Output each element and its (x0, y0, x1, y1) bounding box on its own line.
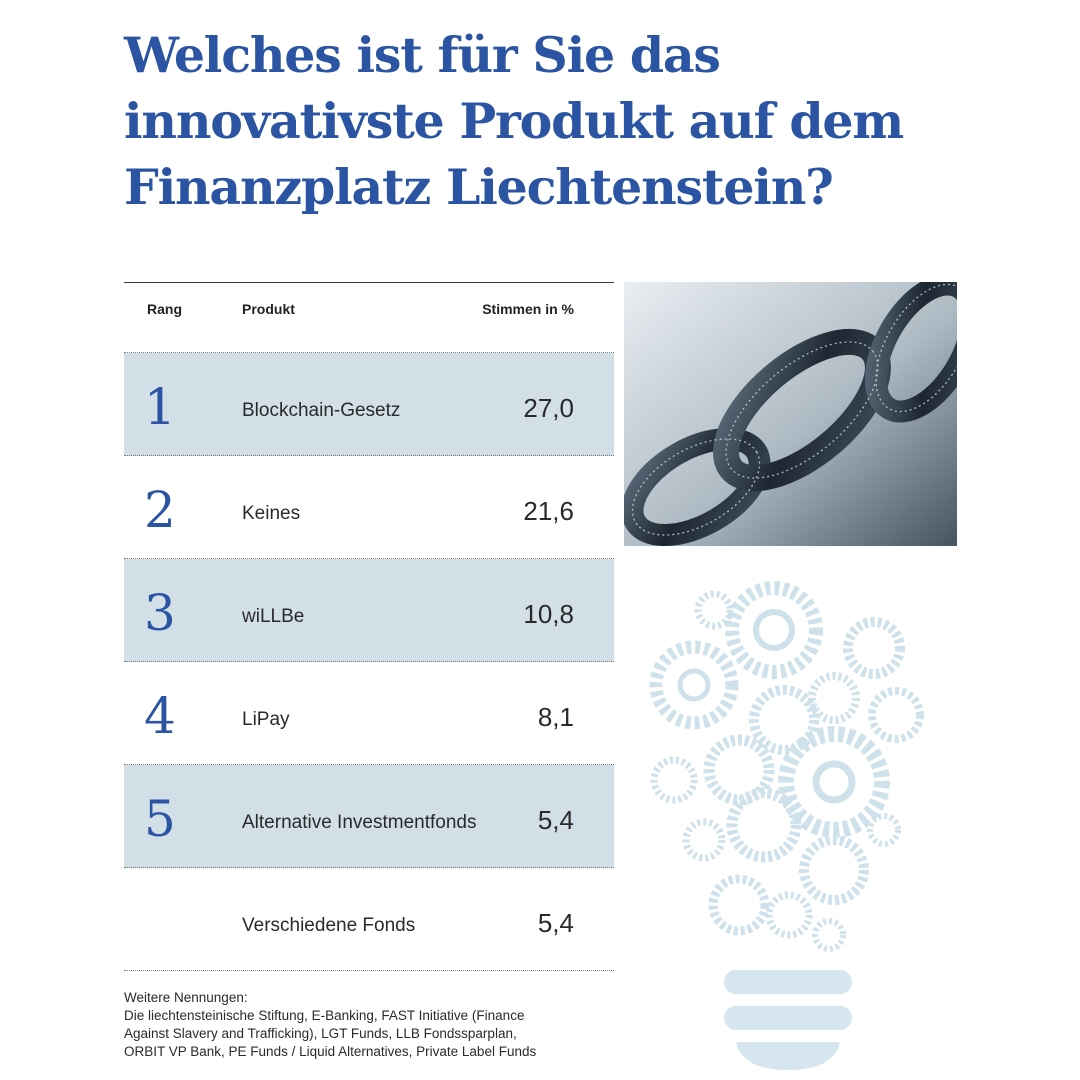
table-top-rule (124, 282, 614, 283)
rank-number: 1 (144, 378, 176, 436)
ranking-table: Rang Produkt Stimmen in % 1 Blockchain-G… (124, 282, 614, 971)
header-votes: Stimmen in % (482, 301, 574, 317)
title-line-3: Finanzplatz Liechtenstein? (124, 158, 834, 216)
vote-percent: 21,6 (523, 496, 574, 526)
footnote: Weitere Nennungen: Die liechtensteinisch… (124, 989, 614, 1061)
table-row: 1 Blockchain-Gesetz 27,0 (124, 353, 614, 456)
table-row: 2 Keines 21,6 (124, 456, 614, 559)
footnote-line: Against Slavery and Trafficking), LGT Fu… (124, 1026, 517, 1041)
product-name: Blockchain-Gesetz (242, 400, 401, 421)
title-line-2: innovativste Produkt auf dem (124, 92, 904, 150)
title-line-1: Welches ist für Sie das (124, 26, 721, 84)
footnote-heading: Weitere Nennungen: (124, 990, 248, 1005)
product-name: LiPay (242, 709, 290, 730)
bulb-base (724, 970, 852, 1070)
vote-percent: 8,1 (537, 702, 574, 732)
page-title: Welches ist für Sie das innovativste Pro… (124, 22, 984, 220)
footnote-line: Die liechtensteinische Stiftung, E-Banki… (124, 1008, 525, 1023)
blockchain-chain-image (624, 282, 957, 546)
footnote-line: ORBIT VP Bank, PE Funds / Liquid Alterna… (124, 1044, 537, 1059)
table-row: 3 wiLLBe 10,8 (124, 559, 614, 662)
rank-number: 2 (144, 481, 176, 539)
table-header: Rang Produkt Stimmen in % (124, 283, 614, 353)
table-row: 5 Alternative Investmentfonds 5,4 (124, 765, 614, 868)
product-name: Alternative Investmentfonds (242, 812, 477, 833)
gear-lightbulb-illustration (634, 570, 944, 1070)
table-row: Verschiedene Fonds 5,4 (124, 868, 614, 971)
header-product: Produkt (242, 301, 295, 317)
header-rank: Rang (147, 301, 182, 317)
rank-number: 5 (144, 790, 176, 848)
vote-percent: 27,0 (523, 393, 574, 423)
rank-number: 4 (144, 687, 176, 745)
product-name: Keines (242, 503, 301, 524)
product-name: wiLLBe (242, 606, 305, 627)
rank-number: 3 (144, 584, 176, 642)
gears (649, 581, 924, 952)
vote-percent: 5,4 (537, 908, 574, 938)
product-name: Verschiedene Fonds (242, 915, 416, 936)
table-row: 4 LiPay 8,1 (124, 662, 614, 765)
vote-percent: 10,8 (523, 599, 574, 629)
vote-percent: 5,4 (537, 805, 574, 835)
